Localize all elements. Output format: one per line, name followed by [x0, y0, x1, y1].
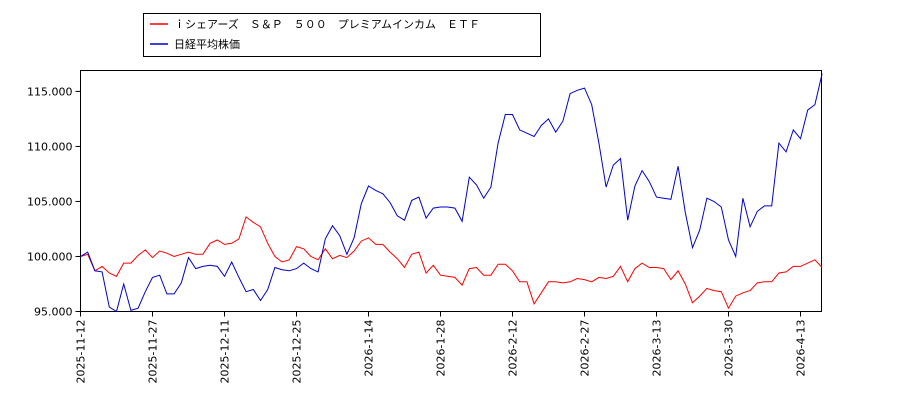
- y-tick-label: 95.000: [34, 306, 73, 319]
- y-tick-label: 115.000: [27, 85, 73, 98]
- series-line: [80, 216, 823, 310]
- x-tick-label: 2025-11-27: [147, 320, 160, 384]
- y-tick-label: 100.000: [27, 250, 73, 263]
- x-tick-label: 2026-4-13: [795, 320, 808, 377]
- legend-label: 日経平均株価: [174, 37, 240, 51]
- legend-label: ｉシェアーズ Ｓ＆Ｐ ５００ プレミアムインカム ＥＴＦ: [174, 17, 480, 31]
- y-tick-label: 110.000: [27, 140, 73, 153]
- x-tick-label: 2026-3-30: [723, 320, 736, 377]
- x-tick-label: 2025-12-25: [291, 320, 304, 384]
- x-tick-label: 2025-11-12: [75, 320, 88, 384]
- x-tick-label: 2026-3-13: [651, 320, 664, 377]
- plot-frame: [80, 70, 822, 312]
- x-tick-label: 2026-1-14: [363, 320, 376, 377]
- x-tick-label: 2026-2-12: [507, 320, 520, 377]
- x-tick-label: 2026-1-28: [435, 320, 448, 377]
- x-tick-label: 2025-12-11: [219, 320, 232, 384]
- y-tick-label: 105.000: [27, 195, 73, 208]
- x-tick-label: 2026-2-27: [579, 320, 592, 377]
- legend-box: [143, 13, 541, 57]
- series-line: [80, 73, 823, 313]
